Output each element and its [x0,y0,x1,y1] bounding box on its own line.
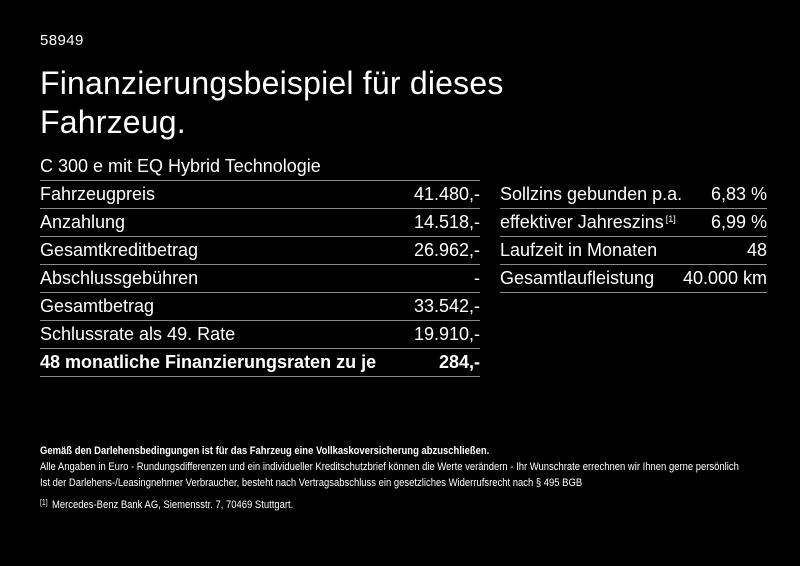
row-label: Schlussrate als 49. Rate [40,324,236,344]
row-label: effektiver Jahreszins [1] [500,212,676,233]
finance-table-right: Sollzins gebunden p.a. 6,83 % effektiver… [500,181,767,377]
finance-table-left: C 300 e mit EQ Hybrid Technologie Fahrze… [40,153,480,377]
footnote-text: Mercedes-Benz Bank AG, Siemensstr. 7, 70… [51,499,294,511]
table-row-gesamtkreditbetrag: Gesamtkreditbetrag 26.962,- [40,237,480,265]
row-label: Anzahlung [40,212,126,232]
row-value: 14.518,- [413,212,480,232]
row-label: Sollzins gebunden p.a. [500,184,683,204]
footnote-bank: [1] Mercedes-Benz Bank AG, Siemensstr. 7,… [40,498,665,511]
offer-number: 58949 [40,32,84,49]
row-label: Gesamtkreditbetrag [40,240,199,260]
table-row-laufzeit: Laufzeit in Monaten 48 [500,237,767,265]
row-label: Abschlussgebühren [40,268,199,288]
table-row-gesamtlaufleistung: Gesamtlaufleistung 40.000 km [500,265,767,293]
row-value: 284,- [438,352,480,372]
row-value: 19.910,- [413,324,480,344]
table-row-sollzins: Sollzins gebunden p.a. 6,83 % [500,181,767,209]
disclaimer-insurance: Gemäß den Darlehensbedingungen ist für d… [40,445,490,457]
row-value: - [474,268,480,288]
table-row-anzahlung: Anzahlung 14.518,- [40,209,480,237]
page-title: Finanzierungsbeispiel für dieses Fahrzeu… [40,64,767,142]
disclaimer-block: Gemäß den Darlehensbedingungen ist für d… [40,443,767,491]
table-row-effektiver-jahreszins: effektiver Jahreszins [1] 6,99 % [500,209,767,237]
row-value: 6,83 % [710,184,767,204]
row-label: Gesamtlaufleistung [500,268,655,288]
row-label: Gesamtbetrag [40,296,155,316]
table-row-schlussrate: Schlussrate als 49. Rate 19.910,- [40,321,480,349]
table-row-gesamtbetrag: Gesamtbetrag 33.542,- [40,293,480,321]
footnote-ref-icon: [1] [665,214,676,224]
row-value: 48 [746,240,767,260]
row-value: 33.542,- [413,296,480,316]
footnote-marker: [1] [40,498,48,507]
row-value: 26.962,- [413,240,480,260]
row-value: 40.000 km [682,268,767,288]
table-row-abschlussgebuehren: Abschlussgebühren - [40,265,480,293]
row-label-text: effektiver Jahreszins [500,212,664,232]
row-value: 41.480,- [413,184,480,204]
vehicle-model: C 300 e mit EQ Hybrid Technologie [40,153,480,181]
row-label: Laufzeit in Monaten [500,240,658,260]
page-title-line1: Finanzierungsbeispiel für dieses [40,65,504,101]
disclaimer-withdrawal-right: Ist der Darlehens-/Leasingnehmer Verbrau… [40,477,583,489]
row-label: 48 monatliche Finanzierungsraten zu je [40,352,377,372]
table-row-monthly-rate-total: 48 monatliche Finanzierungsraten zu je 2… [40,349,480,377]
page-title-line2: Fahrzeug. [40,104,186,140]
row-value: 6,99 % [710,212,767,232]
finance-tables: C 300 e mit EQ Hybrid Technologie Fahrze… [40,153,767,377]
table-row-fahrzeugpreis: Fahrzeugpreis 41.480,- [40,181,480,209]
disclaimer-rounding: Alle Angaben in Euro - Rundungsdifferenz… [40,461,739,473]
row-label: Fahrzeugpreis [40,184,156,204]
